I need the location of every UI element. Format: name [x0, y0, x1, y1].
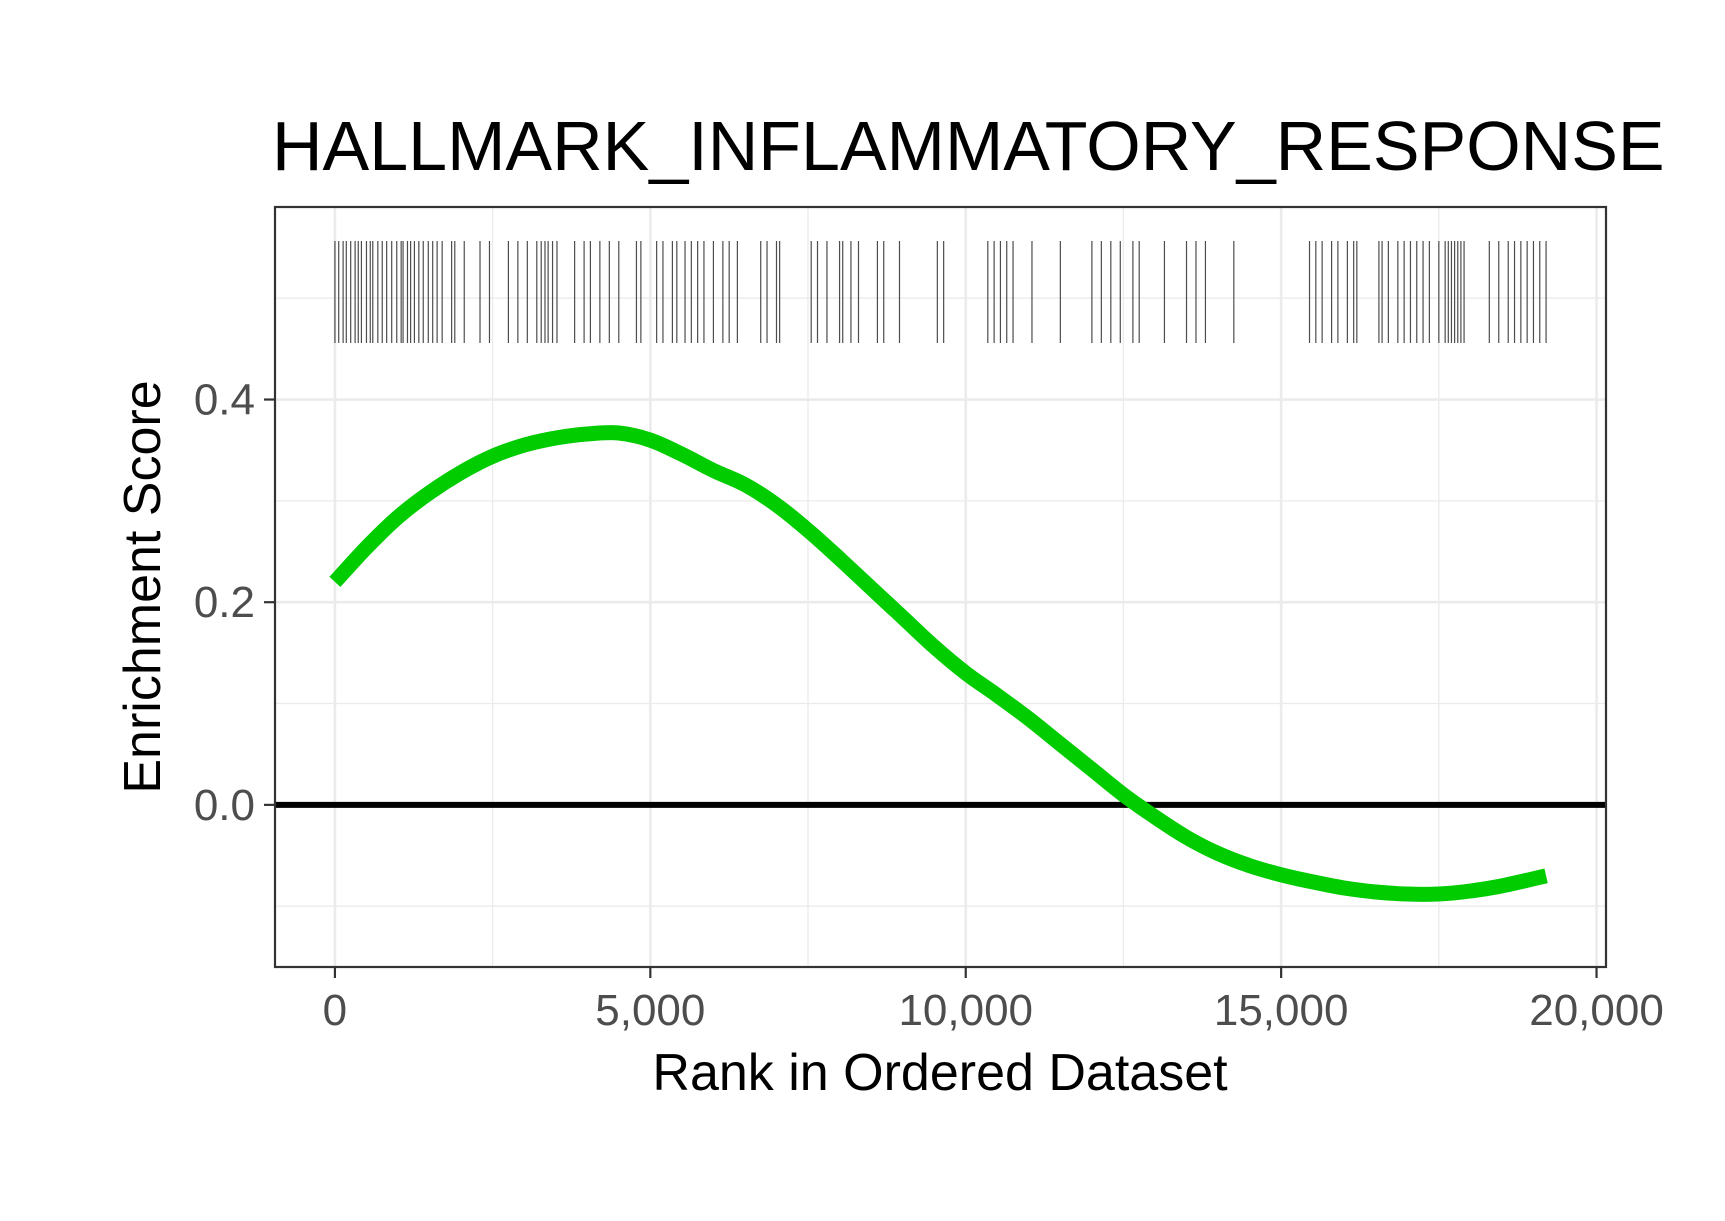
y-tick-label: 0.4	[194, 376, 255, 425]
series-line-enrichment-score	[329, 425, 1548, 902]
x-tick-label: 5,000	[595, 986, 705, 1035]
y-axis-title: Enrichment Score	[114, 380, 172, 793]
plot-panel-background	[275, 207, 1606, 967]
x-tick-label: 10,000	[898, 986, 1033, 1035]
x-tick-label: 0	[323, 986, 347, 1035]
x-axis: 0 5,000 10,000 15,000 20,000	[323, 967, 1664, 1035]
x-tick-label: 20,000	[1529, 986, 1664, 1035]
chart-title: HALLMARK_INFLAMMATORY_RESPONSE	[272, 107, 1665, 185]
gene-hit-marks	[334, 241, 1547, 343]
y-tick-label: 0.0	[194, 781, 255, 830]
x-axis-title: Rank in Ordered Dataset	[652, 1044, 1228, 1102]
plot-panel-border	[273, 205, 1608, 969]
y-tick-label: 0.2	[194, 578, 255, 627]
x-tick-label: 15,000	[1214, 986, 1349, 1035]
y-axis: 0.0 0.2 0.4	[194, 376, 275, 830]
